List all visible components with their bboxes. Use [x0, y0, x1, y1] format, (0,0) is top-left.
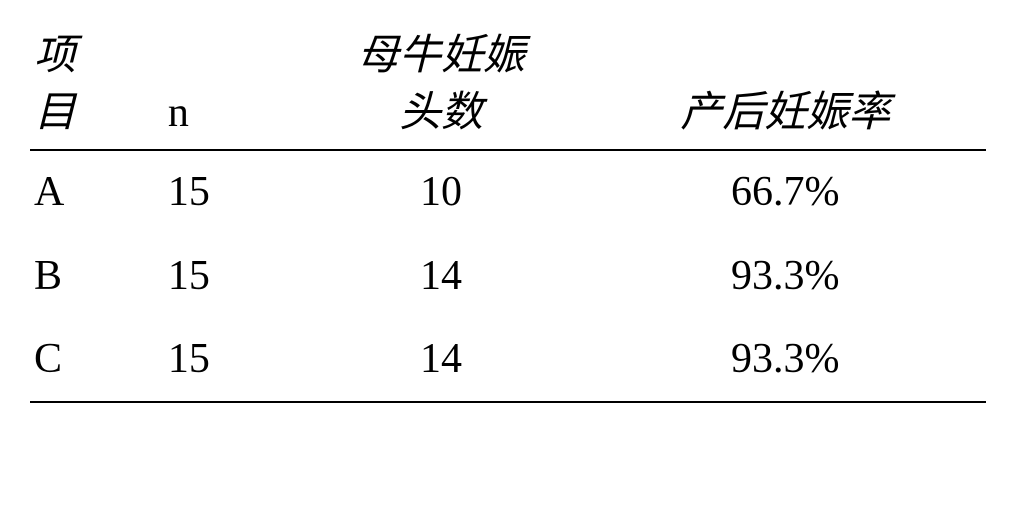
- cell-n: 15: [164, 235, 298, 318]
- header-pregnant: 母牛妊娠 头数: [298, 20, 585, 150]
- header-item-line1: 项: [34, 28, 160, 85]
- table-body: A 15 10 66.7% B 15 14 93.3% C 15 14 93.3…: [30, 150, 986, 402]
- table-header-row: 项 目 n 母牛妊娠 头数 产后妊娠率: [30, 20, 986, 150]
- table-row: B 15 14 93.3%: [30, 235, 986, 318]
- cell-pregnant: 14: [298, 318, 585, 402]
- header-rate: 产后妊娠率: [584, 20, 986, 150]
- cell-n: 15: [164, 150, 298, 234]
- cell-rate: 93.3%: [584, 235, 986, 318]
- header-item: 项 目: [30, 20, 164, 150]
- table-row: C 15 14 93.3%: [30, 318, 986, 402]
- cell-item: C: [30, 318, 164, 402]
- cell-rate: 66.7%: [584, 150, 986, 234]
- header-n-text: n: [168, 90, 189, 136]
- data-table: 项 目 n 母牛妊娠 头数 产后妊娠率 A 15 10 66.7% B 15 1…: [30, 20, 986, 403]
- header-n: n: [164, 20, 298, 150]
- header-pregnant-line2: 头数: [302, 85, 581, 142]
- cell-item: B: [30, 235, 164, 318]
- table-row: A 15 10 66.7%: [30, 150, 986, 234]
- cell-pregnant: 10: [298, 150, 585, 234]
- header-pregnant-line1: 母牛妊娠: [302, 28, 581, 85]
- cell-rate: 93.3%: [584, 318, 986, 402]
- cell-n: 15: [164, 318, 298, 402]
- header-rate-text: 产后妊娠率: [680, 90, 890, 136]
- header-item-line2: 目: [34, 85, 160, 142]
- cell-pregnant: 14: [298, 235, 585, 318]
- cell-item: A: [30, 150, 164, 234]
